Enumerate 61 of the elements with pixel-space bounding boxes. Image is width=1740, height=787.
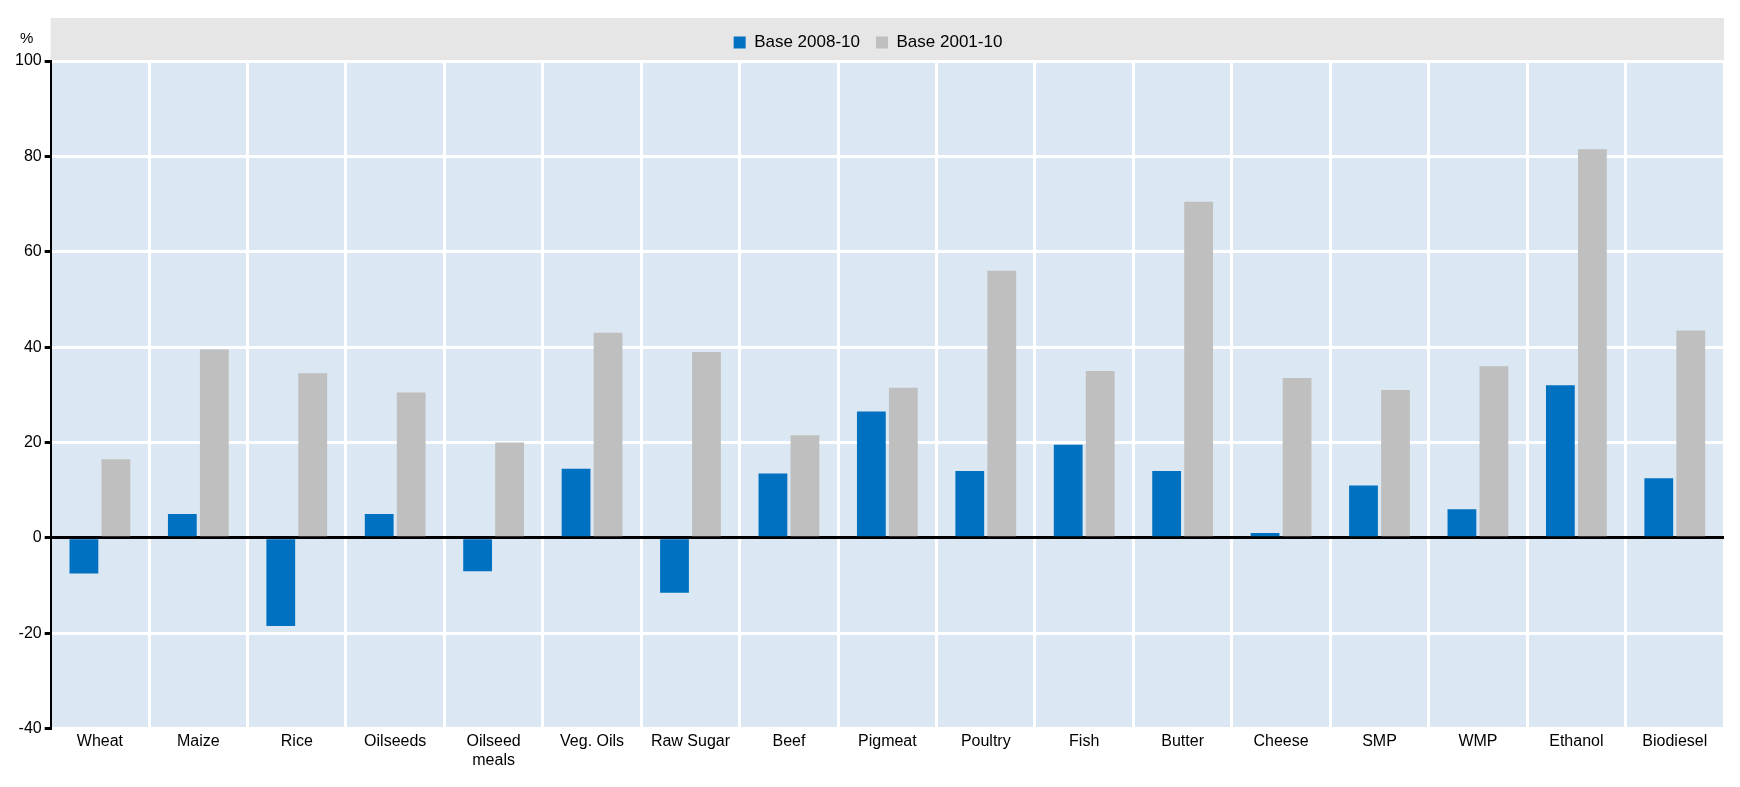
bar: [396, 392, 426, 537]
x-tick-label: Maize: [177, 731, 220, 749]
bar: [593, 332, 623, 537]
y-tick-label: 80: [23, 146, 42, 164]
bar: [1053, 444, 1083, 537]
x-tick-label: Beef: [772, 731, 806, 749]
bar: [561, 468, 591, 537]
x-tick-label: Wheat: [76, 731, 124, 749]
bar: [1085, 370, 1115, 537]
bar: [758, 473, 788, 537]
x-tick-label: SMP: [1362, 731, 1397, 749]
x-tick-label: Pigmeat: [858, 731, 918, 749]
y-tick-label: -40: [18, 719, 42, 737]
bar: [167, 514, 197, 537]
y-tick-label: 60: [23, 242, 42, 260]
bar: [790, 435, 820, 537]
x-tick-label: Fish: [1069, 731, 1100, 749]
bar: [1349, 485, 1378, 537]
x-tick-label: Ethanol: [1549, 731, 1604, 749]
y-tick-label: -20: [18, 623, 42, 641]
bar: [1479, 366, 1509, 537]
bar: [266, 539, 296, 627]
legend-label: Base 2008-10: [754, 32, 861, 52]
bar: [101, 459, 131, 537]
y-axis-title: %: [20, 29, 34, 47]
bar: [660, 539, 689, 593]
bar: [987, 270, 1017, 537]
bar: [1545, 385, 1575, 537]
x-tick-label: Butter: [1161, 731, 1205, 749]
bar: [1447, 509, 1477, 537]
x-tick-label: Rice: [280, 731, 313, 749]
legend-label: Base 2001-10: [896, 32, 1003, 52]
y-tick-label: 0: [32, 528, 42, 546]
y-tick-label: 100: [14, 51, 42, 69]
bar: [364, 514, 394, 537]
x-tick-label: Poultry: [960, 731, 1011, 749]
x-tick-label: WMP: [1458, 731, 1498, 749]
y-tick-label: 20: [23, 432, 42, 450]
bar: [856, 411, 886, 537]
bar: [1282, 378, 1312, 537]
x-tick-label: Raw Sugar: [650, 731, 731, 749]
bar: [463, 539, 493, 572]
x-tick-label: Biodiesel: [1642, 731, 1708, 749]
x-tick-label: Cheese: [1253, 731, 1309, 749]
x-tick-label: Veg. Oils: [560, 731, 625, 749]
bar: [888, 387, 918, 537]
bar: [1577, 149, 1607, 537]
x-tick-label: Oilseed meals: [466, 731, 521, 768]
bar: [1644, 478, 1674, 537]
bar: [1381, 390, 1410, 537]
bar: [1676, 330, 1706, 537]
bar: [1152, 471, 1182, 537]
x-tick-label: Oilseeds: [364, 731, 427, 749]
bar: [298, 373, 328, 537]
bar: [1184, 201, 1214, 537]
y-tick-label: 40: [23, 337, 42, 355]
bar: [199, 349, 229, 537]
bar: [955, 471, 985, 537]
bar: [692, 351, 721, 537]
bar: [69, 539, 99, 574]
bar: [495, 442, 525, 537]
